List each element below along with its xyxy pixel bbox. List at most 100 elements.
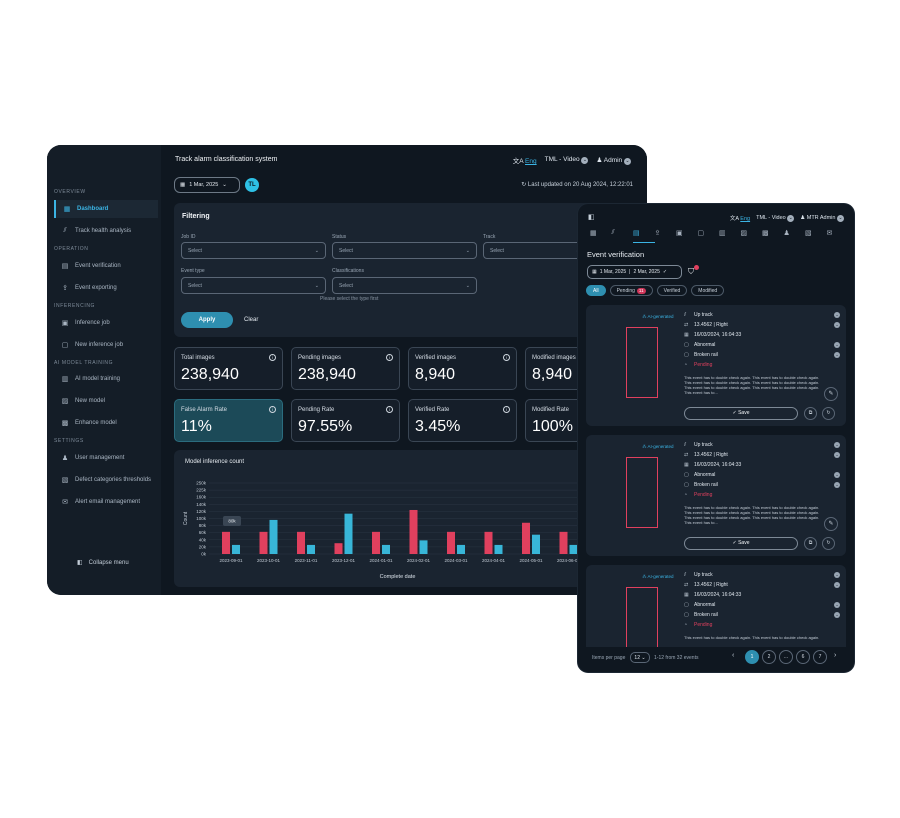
page-button[interactable]: 1 [745, 650, 759, 664]
nav-threshold-icon[interactable]: ▧ [805, 230, 812, 237]
save-button[interactable]: ✓ Save [684, 407, 798, 420]
sidebar-item-label: Event verification [75, 263, 121, 269]
sidebar-item-ai-model-training[interactable]: ▥ AI model training [54, 370, 158, 388]
event-type-select[interactable]: Select ⌄ [181, 277, 326, 294]
date-picker[interactable]: ▦ 1 Mar, 2025 ⌄ [174, 177, 240, 193]
collapse-menu-button[interactable]: ◧ Collapse menu [77, 559, 129, 567]
nav-training-icon[interactable]: ▥ [719, 230, 726, 237]
file-icon: ▢ [684, 341, 689, 348]
job-id-select[interactable]: Select ⌄ [181, 242, 326, 259]
event-thumbnail[interactable] [626, 457, 658, 528]
type-row[interactable]: ▢ Abnormal ⌄ [684, 470, 842, 479]
y-tick-label: 60k [199, 530, 207, 535]
info-icon[interactable]: i [269, 354, 276, 361]
nav-model-icon[interactable]: ▨ [740, 230, 748, 237]
x-tick-label: 2024-06-01 [557, 558, 581, 563]
x-tick-label: 2023-12-01 [332, 558, 356, 563]
edit-icon[interactable]: ✎ [824, 387, 838, 401]
position-row[interactable]: ⇄ 13.4562 | Right ⌄ [684, 580, 842, 589]
save-button[interactable]: ✓ Save [684, 537, 798, 550]
sidebar-item-event-exporting[interactable]: ⇪ Event exporting [54, 279, 158, 297]
sidebar-item-alert-email-management[interactable]: ✉ Alert email management [54, 493, 158, 511]
nav-email-icon[interactable]: ✉ [826, 230, 833, 237]
sidebar-item-new-model[interactable]: ▨ New model [54, 392, 158, 410]
next-page-icon[interactable]: › [834, 652, 837, 659]
page-button[interactable]: 2 [762, 650, 776, 664]
chip-all[interactable]: All [586, 285, 606, 296]
type-value: Abnormal [694, 601, 716, 608]
language-selector[interactable]: 文A Eng [730, 214, 750, 222]
event-thumbnail[interactable] [626, 587, 658, 647]
email-icon: ✉ [62, 499, 68, 506]
sidebar-item-track-health-analysis[interactable]: ⫽ Track health analysis [54, 222, 158, 240]
user-menu[interactable]: ♟ MTR Admin ⌄ [800, 214, 844, 222]
chevron-down-icon: ⌄ [834, 441, 840, 448]
nav-verification-icon[interactable]: ▤ [633, 229, 655, 243]
prev-page-icon[interactable]: ‹ [732, 652, 735, 659]
sidebar-item-event-verification[interactable]: ▤ Event verification [54, 257, 158, 275]
nav-track-icon[interactable]: ⫽ [611, 229, 615, 236]
chevron-down-icon: ⌄ [465, 282, 470, 289]
track-select[interactable]: Select ⌄ [483, 242, 587, 259]
nav-enhance-icon[interactable]: ▩ [762, 230, 769, 237]
track-row[interactable]: ⫽ Up track ⌄ [684, 310, 842, 319]
track-row[interactable]: ⫽ Up track ⌄ [684, 440, 842, 449]
apply-button[interactable]: Apply [181, 312, 233, 328]
class-row[interactable]: ▢ Broken rail ⌄ [684, 480, 842, 489]
job-id-label: Job ID [181, 234, 196, 240]
file-icon: ▢ [684, 471, 689, 478]
track-row[interactable]: ⫽ Up track ⌄ [684, 570, 842, 579]
org-selector[interactable]: TML - Video ⌄ [545, 156, 589, 164]
copy-icon[interactable]: ⧉ [804, 537, 817, 550]
sidebar-toggle-icon[interactable]: ◧ [588, 214, 595, 221]
sidebar-item-inference-job[interactable]: ▣ Inference job [54, 314, 158, 332]
position-row[interactable]: ⇄ 13.4562 | Right ⌄ [684, 450, 842, 459]
chip-pending[interactable]: Pending 11 [609, 285, 653, 296]
classification-hint: Please select the type first [320, 296, 379, 302]
refresh-icon[interactable]: ↻ [521, 182, 527, 188]
items-per-page-select[interactable]: 12 ⌄ [630, 652, 650, 663]
clear-button[interactable]: Clear [244, 317, 259, 323]
page-button[interactable]: 6 [796, 650, 810, 664]
sidebar-item-dashboard[interactable]: ▦ Dashboard [54, 200, 158, 218]
date-range-picker[interactable]: ▦ 1 Mar, 2025 | 2 Mar, 2025 ✓ [587, 265, 682, 279]
refresh-icon[interactable]: ↻ [822, 407, 835, 420]
event-card[interactable]: ⁂ AI-generated ⫽ Up track ⌄ ⇄ 13.4562 | Rig… [586, 435, 846, 556]
event-thumbnail[interactable] [626, 327, 658, 398]
filter-icon[interactable]: ⛉ [688, 267, 694, 276]
classifications-select[interactable]: Select ⌄ [332, 277, 477, 294]
org-selector[interactable]: TML - Video ⌄ [756, 214, 795, 222]
refresh-icon[interactable]: ↻ [822, 537, 835, 550]
sidebar-item-new-inference-job[interactable]: ▢ New inference job [54, 336, 158, 354]
edit-icon[interactable]: ✎ [824, 517, 838, 531]
nav-users-icon[interactable]: ♟ [783, 230, 790, 237]
language-selector[interactable]: 文A Eng [513, 155, 537, 165]
class-row[interactable]: ▢ Broken rail ⌄ [684, 350, 842, 359]
status-select[interactable]: Select ⌄ [332, 242, 477, 259]
sidebar-item-enhance-model[interactable]: ▩ Enhance model [54, 414, 158, 432]
sidebar: OVERVIEW ▦ Dashboard ⫽ Track health anal… [47, 145, 161, 595]
type-row[interactable]: ▢ Abnormal ⌄ [684, 340, 842, 349]
type-row[interactable]: ▢ Abnormal ⌄ [684, 600, 842, 609]
nav-dashboard-icon[interactable]: ▦ [590, 230, 597, 237]
user-menu[interactable]: ♟ Admin ⌄ [596, 156, 631, 165]
tooltip-label: 80k [228, 519, 236, 524]
nav-inference-icon[interactable]: ▣ [676, 230, 683, 237]
event-card[interactable]: ⁂ AI-generated ⫽ Up track ⌄ ⇄ 13.4562 | Rig… [586, 305, 846, 426]
info-icon[interactable]: i [386, 406, 393, 413]
info-icon[interactable]: i [503, 406, 510, 413]
nav-export-icon[interactable]: ⇪ [654, 230, 661, 237]
class-row[interactable]: ▢ Broken rail ⌄ [684, 610, 842, 619]
sidebar-item-user-management[interactable]: ♟ User management [54, 449, 158, 467]
nav-new-job-icon[interactable]: ▢ [697, 230, 705, 237]
info-icon[interactable]: i [269, 406, 276, 413]
chip-verified[interactable]: Verified [656, 285, 688, 296]
chip-modified[interactable]: Modified [691, 285, 725, 296]
copy-icon[interactable]: ⧉ [804, 407, 817, 420]
sidebar-item-defect-categories-thresholds[interactable]: ▧ Defect categories thresholds [54, 471, 158, 489]
info-icon[interactable]: i [386, 354, 393, 361]
page-button[interactable]: 7 [813, 650, 827, 664]
event-card[interactable]: ⁂ AI-generated ⫽ Up track ⌄ ⇄ 13.4562 | Rig… [586, 565, 846, 647]
position-row[interactable]: ⇄ 13.4562 | Right ⌄ [684, 320, 842, 329]
info-icon[interactable]: i [503, 354, 510, 361]
